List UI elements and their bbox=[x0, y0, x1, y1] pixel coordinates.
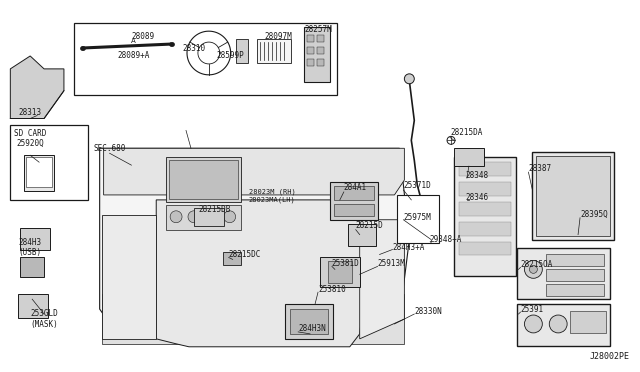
Text: SEC.680: SEC.680 bbox=[93, 144, 126, 153]
Text: 28097M: 28097M bbox=[264, 32, 292, 41]
Bar bbox=[10, 125, 88, 200]
Circle shape bbox=[549, 315, 567, 333]
Polygon shape bbox=[102, 215, 156, 339]
Polygon shape bbox=[156, 200, 370, 347]
Circle shape bbox=[447, 137, 455, 144]
Text: 28395Q: 28395Q bbox=[580, 210, 608, 219]
Text: 28599P: 28599P bbox=[217, 51, 244, 61]
Bar bbox=[20, 257, 44, 277]
Bar bbox=[166, 205, 241, 230]
Text: 25391: 25391 bbox=[520, 305, 543, 314]
Text: 28387: 28387 bbox=[529, 164, 552, 173]
Bar bbox=[459, 222, 511, 235]
Text: A: A bbox=[131, 38, 136, 44]
Bar bbox=[304, 27, 330, 82]
Bar bbox=[257, 39, 291, 63]
Bar bbox=[169, 160, 237, 199]
Text: 25371D: 25371D bbox=[403, 180, 431, 189]
Text: 28313: 28313 bbox=[19, 108, 42, 117]
Bar bbox=[317, 35, 324, 42]
Circle shape bbox=[524, 260, 542, 278]
Bar bbox=[459, 182, 511, 196]
Circle shape bbox=[529, 265, 538, 273]
Bar bbox=[26, 157, 52, 187]
Polygon shape bbox=[360, 220, 404, 339]
Circle shape bbox=[524, 315, 542, 333]
Bar bbox=[454, 157, 516, 276]
Bar bbox=[307, 47, 314, 54]
Bar bbox=[19, 294, 48, 318]
Text: 28215D: 28215D bbox=[356, 221, 383, 230]
Circle shape bbox=[188, 211, 200, 223]
Bar bbox=[74, 23, 337, 95]
Circle shape bbox=[224, 211, 236, 223]
Bar bbox=[532, 152, 614, 240]
Bar bbox=[547, 254, 604, 266]
Bar bbox=[330, 182, 378, 220]
Polygon shape bbox=[102, 294, 404, 344]
Bar bbox=[547, 284, 604, 296]
Bar bbox=[307, 35, 314, 42]
Text: 253GLD
(MASK): 253GLD (MASK) bbox=[30, 309, 58, 329]
Circle shape bbox=[404, 74, 414, 84]
Bar bbox=[348, 224, 376, 246]
Text: 29348+A: 29348+A bbox=[429, 235, 461, 244]
Circle shape bbox=[170, 211, 182, 223]
Bar bbox=[20, 228, 50, 250]
Text: SD CARD
25920Q: SD CARD 25920Q bbox=[14, 129, 46, 148]
Circle shape bbox=[206, 211, 218, 223]
Bar bbox=[317, 47, 324, 54]
Bar bbox=[397, 195, 439, 243]
Text: 25913M: 25913M bbox=[378, 259, 405, 268]
Text: 284H3N: 284H3N bbox=[298, 324, 326, 333]
Text: 25381D: 25381D bbox=[332, 259, 360, 268]
Text: 28348: 28348 bbox=[466, 171, 489, 180]
Text: 28257M: 28257M bbox=[304, 25, 332, 34]
Bar bbox=[317, 59, 324, 66]
Text: 25975M: 25975M bbox=[403, 213, 431, 222]
Bar bbox=[307, 59, 314, 66]
Bar bbox=[320, 257, 360, 287]
Bar bbox=[334, 204, 374, 216]
Text: 253810: 253810 bbox=[318, 285, 346, 294]
Bar bbox=[459, 241, 511, 256]
Text: 284H3+A: 284H3+A bbox=[392, 243, 425, 252]
Text: 28023M (RH)
28023MA(LH): 28023M (RH) 28023MA(LH) bbox=[248, 189, 295, 203]
Polygon shape bbox=[100, 148, 410, 339]
Bar bbox=[334, 186, 374, 200]
Text: 28330N: 28330N bbox=[414, 307, 442, 315]
Bar bbox=[166, 157, 241, 202]
Text: 28215DA: 28215DA bbox=[450, 128, 483, 137]
Bar bbox=[285, 304, 333, 339]
Text: 28215OA: 28215OA bbox=[520, 260, 553, 269]
Bar bbox=[516, 247, 610, 299]
Text: 28089: 28089 bbox=[132, 32, 155, 41]
Text: 28310: 28310 bbox=[182, 44, 205, 52]
Text: 28215DB: 28215DB bbox=[199, 205, 231, 214]
Bar bbox=[290, 309, 328, 334]
Bar bbox=[223, 251, 241, 265]
Bar bbox=[516, 304, 610, 346]
Polygon shape bbox=[10, 56, 64, 119]
Bar bbox=[194, 208, 224, 226]
Bar bbox=[536, 156, 610, 235]
Bar bbox=[459, 162, 511, 176]
Bar bbox=[328, 262, 352, 283]
Text: J28002PE: J28002PE bbox=[589, 352, 630, 361]
Bar bbox=[236, 39, 248, 63]
Bar bbox=[570, 311, 606, 333]
Bar bbox=[459, 202, 511, 216]
Text: 284A1: 284A1 bbox=[344, 183, 367, 192]
Text: 28215DC: 28215DC bbox=[228, 250, 261, 259]
Text: 28089+A: 28089+A bbox=[117, 51, 150, 61]
Polygon shape bbox=[104, 148, 404, 195]
Bar bbox=[547, 269, 604, 281]
Text: 28346: 28346 bbox=[466, 193, 489, 202]
Bar bbox=[24, 155, 54, 191]
Bar bbox=[454, 148, 484, 166]
Text: 284H3
(USB): 284H3 (USB) bbox=[19, 238, 42, 257]
